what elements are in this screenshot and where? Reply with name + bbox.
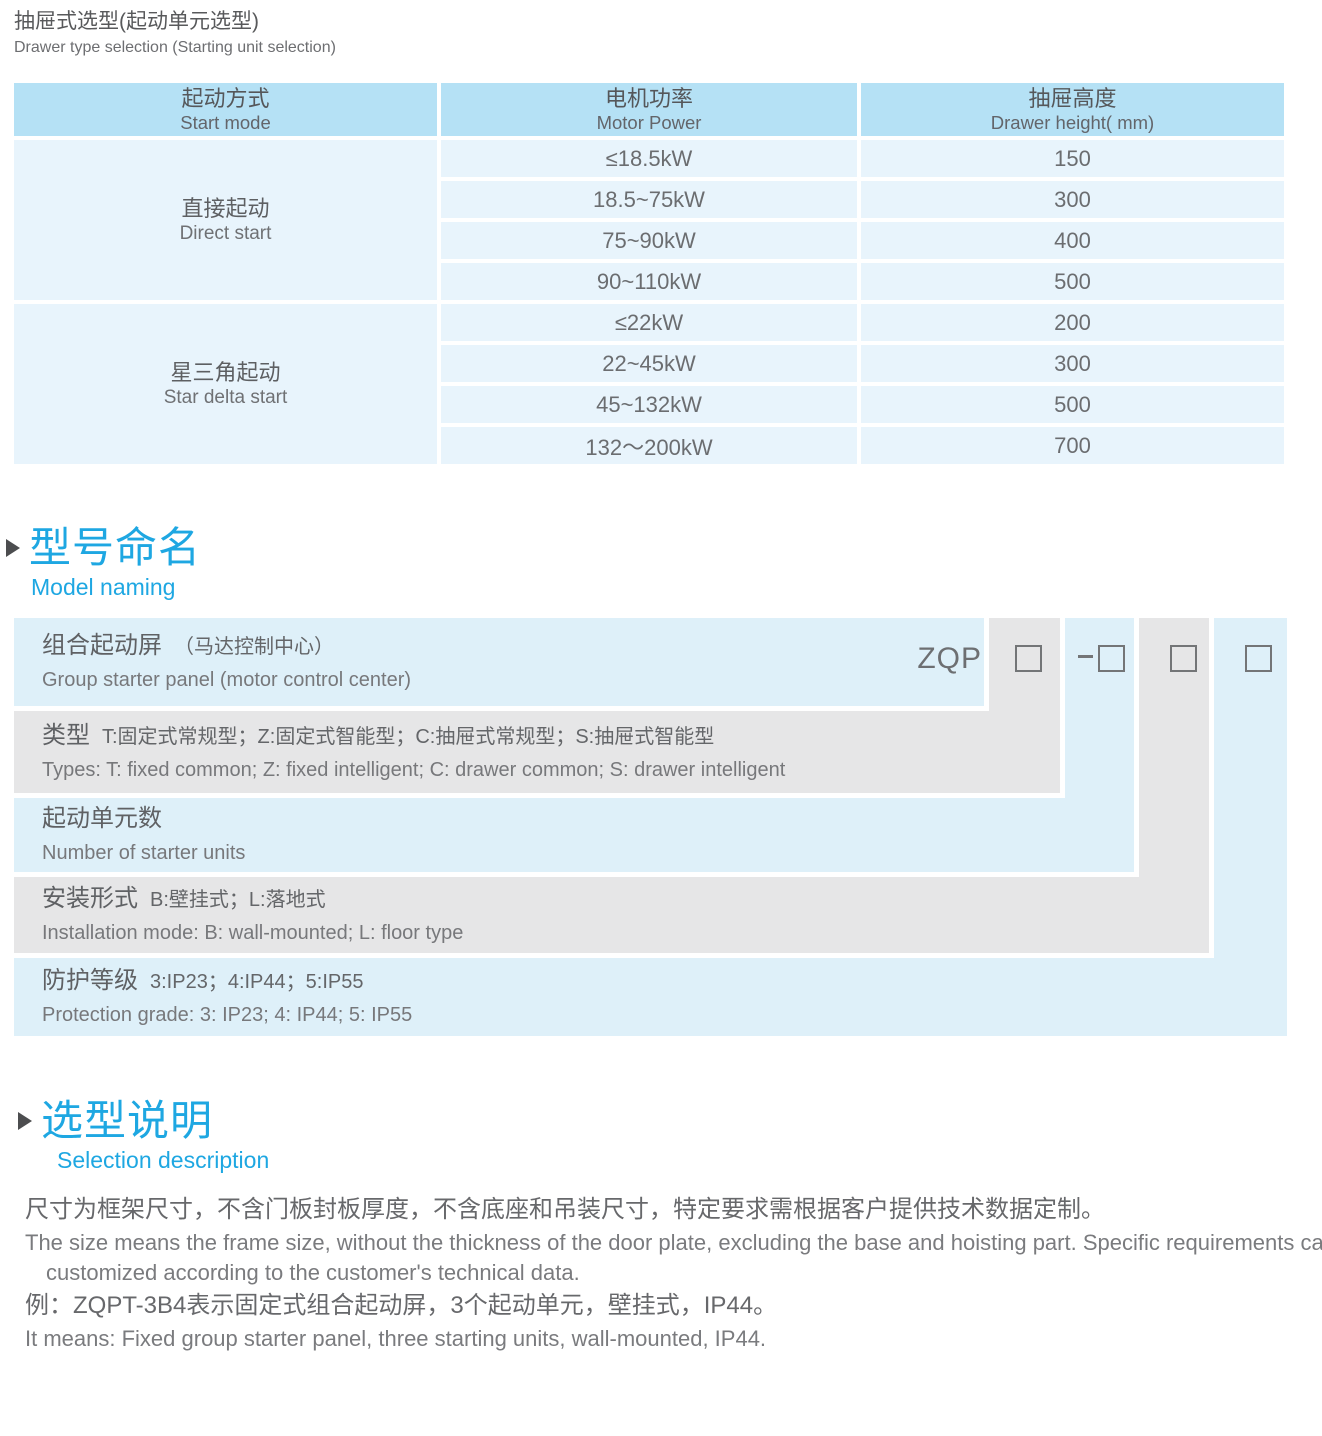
row-label-cn: 安装形式 B:壁挂式；L:落地式: [42, 884, 1209, 915]
page-title-en: Drawer type selection (Starting unit sel…: [14, 39, 336, 56]
model-code-box-installation: [1170, 645, 1197, 672]
table-header-drawer-height: 抽屉高度 Drawer height( mm): [861, 83, 1284, 136]
row-label-cn-sub: （马达控制中心）: [174, 636, 334, 658]
power-cell: ≤22kW: [441, 304, 857, 341]
model-code-box-protection: [1245, 645, 1272, 672]
row-label-cn-main: 组合起动屏: [42, 632, 162, 659]
naming-row-starter-units: 起动单元数 Number of starter units: [14, 798, 1134, 872]
header-cn: 抽屉高度: [1028, 85, 1117, 111]
model-code-box-type: [1015, 645, 1042, 672]
row-label-cn-sub: T:固定式常规型；Z:固定式智能型；C:抽屉式常规型；S:抽屉式智能型: [102, 726, 715, 748]
height-cell: 200: [861, 304, 1284, 341]
row-label-cn-main: 类型: [42, 722, 90, 749]
selection-description-text: 尺寸为框架尺寸，不含门板封板厚度，不含底座和吊装尺寸，特定要求需根据客户提供技术…: [25, 1192, 1322, 1354]
naming-row-protection-grade: 防护等级 3:IP23；4:IP44；5:IP55 Protection grad…: [14, 958, 1287, 1036]
header-en: Motor Power: [596, 111, 702, 133]
height-cell: 500: [861, 386, 1284, 423]
row-label-cn-main: 起动单元数: [42, 805, 162, 832]
mode-label-cn: 星三角起动: [170, 359, 281, 385]
power-cell: ≤18.5kW: [441, 140, 857, 177]
height-cell: 300: [861, 181, 1284, 218]
row-label-cn: 组合起动屏 （马达控制中心）: [42, 631, 984, 662]
power-cell: 45~132kW: [441, 386, 857, 423]
power-cell: 75~90kW: [441, 222, 857, 259]
row-label-en: Group starter panel (motor control cente…: [42, 669, 412, 691]
height-cell: 150: [861, 140, 1284, 177]
row-label-cn-sub: 3:IP23；4:IP44；5:IP55: [150, 971, 364, 993]
power-cell: 22~45kW: [441, 345, 857, 382]
model-naming-diagram: 组合起动屏 （马达控制中心） Group starter panel (motor…: [14, 618, 1287, 1036]
section-title-cn: 选型说明: [41, 1097, 214, 1144]
page-header: 抽屉式选型(起动单元选型) Drawer type selection (Sta…: [14, 8, 336, 60]
header-en: Drawer height( mm): [990, 111, 1155, 133]
header-en: Start mode: [180, 111, 271, 133]
height-cell: 700: [861, 427, 1284, 464]
mode-label-en: Star delta start: [163, 386, 288, 408]
power-cell: 18.5~75kW: [441, 181, 857, 218]
triangle-bullet-icon: [18, 1112, 32, 1130]
power-cell: 132～200kW: [441, 427, 857, 464]
model-code-box-units: [1098, 645, 1125, 672]
naming-row-group-starter-panel: 组合起动屏 （马达控制中心） Group starter panel (motor…: [14, 618, 984, 706]
row-label-cn: 类型 T:固定式常规型；Z:固定式智能型；C:抽屉式常规型；S:抽屉式智能型: [42, 721, 1060, 752]
row-label-cn: 防护等级 3:IP23；4:IP44；5:IP55: [42, 966, 1287, 997]
description-line-en: The size means the frame size, without t…: [25, 1230, 1322, 1255]
table-header-start-mode: 起动方式 Start mode: [14, 83, 437, 136]
section-title-en: Selection description: [57, 1147, 270, 1173]
mode-label-en: Direct start: [179, 222, 272, 244]
description-example-cn: 例：ZQPT-3B4表示固定式组合起动屏，3个起动单元，壁挂式，IP44。: [25, 1292, 778, 1319]
selection-description-heading: 选型说明 Selection description: [18, 1097, 269, 1175]
model-naming-heading: 型号命名 Model naming: [6, 524, 201, 602]
row-label-en: Number of starter units: [42, 842, 246, 864]
description-example-en: It means: Fixed group starter panel, thr…: [25, 1326, 767, 1351]
row-label-cn-main: 安装形式: [42, 885, 138, 912]
page-title-cn: 抽屉式选型(起动单元选型): [14, 10, 259, 33]
description-line-en: customized according to the customer's t…: [46, 1260, 580, 1285]
power-cell: 90~110kW: [441, 263, 857, 300]
height-cell: 300: [861, 345, 1284, 382]
row-label-cn-main: 防护等级: [42, 967, 138, 994]
section-title-en: Model naming: [31, 574, 176, 600]
model-code-dash: [1078, 655, 1093, 658]
row-label-cn: 起动单元数: [42, 804, 1134, 835]
naming-row-installation-mode: 安装形式 B:壁挂式；L:落地式 Installation mode: B: wa…: [14, 877, 1209, 953]
start-mode-cell-star-delta: 星三角起动 Star delta start: [14, 304, 437, 464]
section-title-cn: 型号命名: [29, 524, 202, 571]
header-cn: 起动方式: [181, 85, 270, 111]
row-label-en: Installation mode: B: wall-mounted; L: f…: [42, 922, 464, 944]
row-label-en: Types: T: fixed common; Z: fixed intelli…: [42, 759, 786, 781]
drawer-selection-table: 起动方式 Start mode 电机功率 Motor Power 抽屉高度 Dr…: [14, 83, 1284, 464]
height-cell: 500: [861, 263, 1284, 300]
mode-label-cn: 直接起动: [181, 195, 270, 221]
row-label-en: Protection grade: 3: IP23; 4: IP44; 5: I…: [42, 1004, 413, 1026]
row-label-cn-sub: B:壁挂式；L:落地式: [150, 889, 326, 911]
table-header-motor-power: 电机功率 Motor Power: [441, 83, 857, 136]
start-mode-cell-direct: 直接起动 Direct start: [14, 140, 437, 300]
description-line-cn: 尺寸为框架尺寸，不含门板封板厚度，不含底座和吊装尺寸，特定要求需根据客户提供技术…: [25, 1196, 1105, 1223]
header-cn: 电机功率: [604, 85, 693, 111]
height-cell: 400: [861, 222, 1284, 259]
model-code-prefix: ZQP: [917, 642, 982, 675]
naming-row-types: 类型 T:固定式常规型；Z:固定式智能型；C:抽屉式常规型；S:抽屉式智能型 Ty…: [14, 711, 1060, 793]
triangle-bullet-icon: [6, 539, 20, 557]
